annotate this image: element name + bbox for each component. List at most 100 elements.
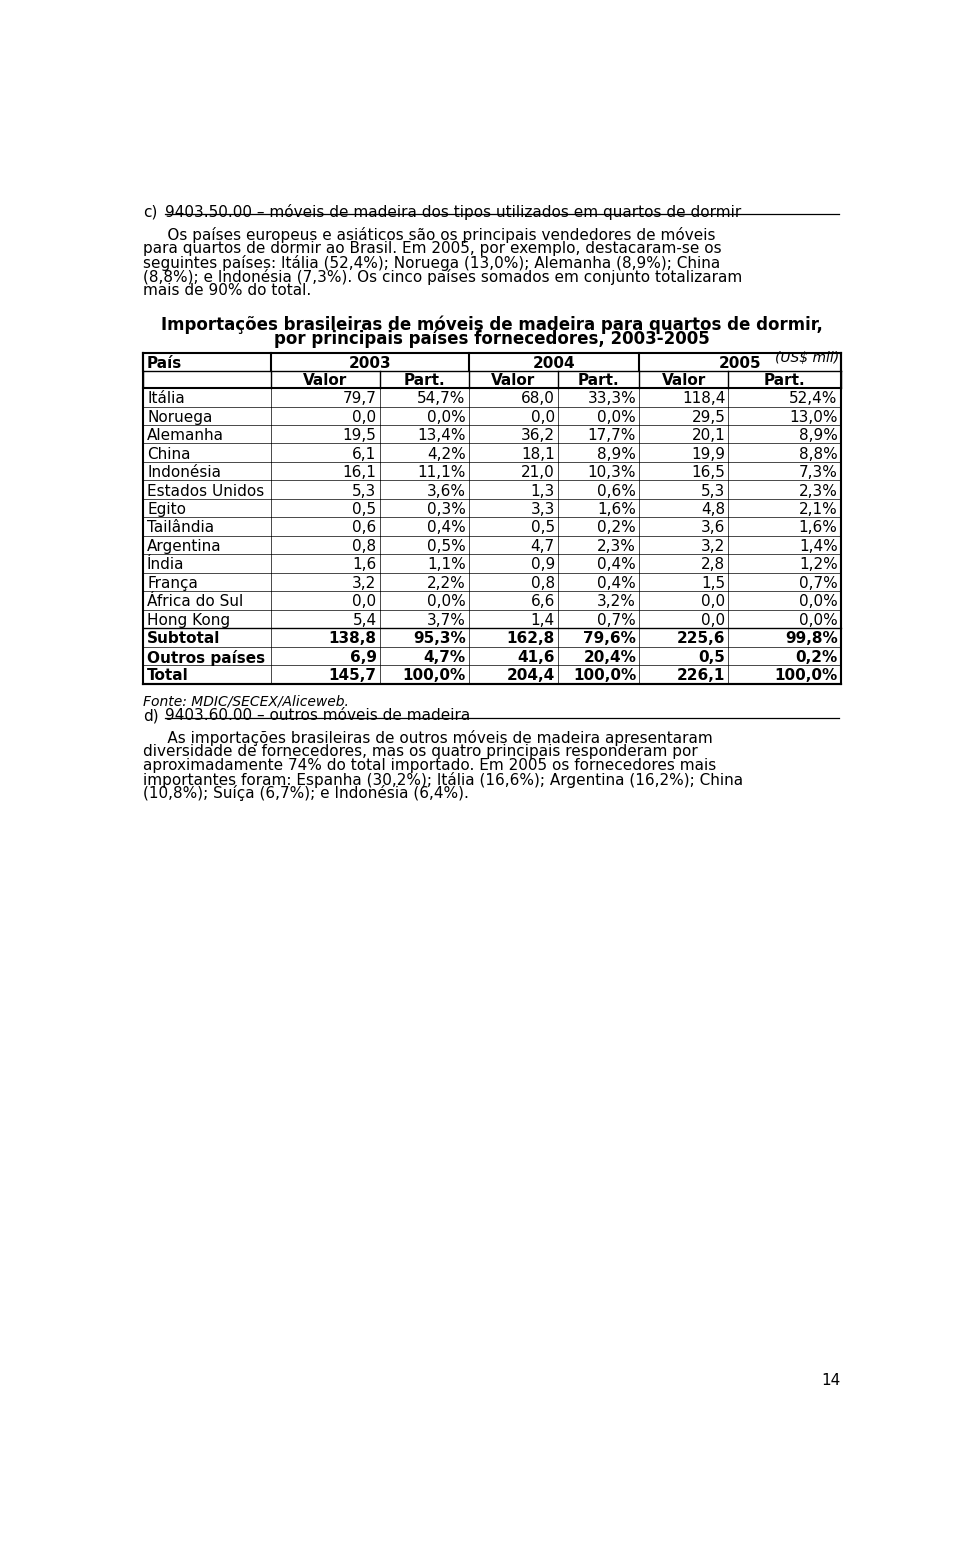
Text: 0,2%: 0,2% [597,521,636,535]
Text: Part.: Part. [403,374,445,388]
Text: para quartos de dormir ao Brasil. Em 2005, por exemplo, destacaram-se os: para quartos de dormir ao Brasil. Em 200… [143,242,722,256]
Text: 0,0%: 0,0% [597,410,636,424]
Text: 1,3: 1,3 [531,483,555,499]
Text: 19,5: 19,5 [343,429,376,443]
Text: (US$ mil): (US$ mil) [775,351,839,365]
Text: 0,7%: 0,7% [597,613,636,628]
Text: França: França [147,575,198,591]
Text: 1,5: 1,5 [701,575,725,591]
Text: 1,2%: 1,2% [799,558,838,572]
Text: 118,4: 118,4 [682,391,725,407]
Text: Total: Total [147,669,189,683]
Text: 0,8: 0,8 [352,539,376,553]
Text: 29,5: 29,5 [691,410,725,424]
Text: 2003: 2003 [348,355,392,371]
Text: 0,4%: 0,4% [427,521,466,535]
Text: mais de 90% do total.: mais de 90% do total. [143,282,311,298]
Text: 17,7%: 17,7% [588,429,636,443]
Text: 2005: 2005 [719,355,761,371]
Text: (10,8%); Suíça (6,7%); e Indonésia (6,4%).: (10,8%); Suíça (6,7%); e Indonésia (6,4%… [143,786,469,801]
Text: 3,2%: 3,2% [597,594,636,610]
Text: 8,9%: 8,9% [597,446,636,461]
Text: 1,4: 1,4 [531,613,555,628]
Text: 10,3%: 10,3% [588,465,636,480]
Text: Valor: Valor [492,374,536,388]
Text: 33,3%: 33,3% [588,391,636,407]
Text: (8,8%); e Indonésia (7,3%). Os cinco países somados em conjunto totalizaram: (8,8%); e Indonésia (7,3%). Os cinco paí… [143,268,742,285]
Text: Outros países: Outros países [147,650,265,666]
Text: 2004: 2004 [533,355,575,371]
Text: 13,0%: 13,0% [789,410,838,424]
Text: 2,8: 2,8 [701,558,725,572]
Text: 5,4: 5,4 [352,613,376,628]
Text: 1,1%: 1,1% [427,558,466,572]
Text: 0,7%: 0,7% [799,575,838,591]
Text: 99,8%: 99,8% [785,631,838,647]
Text: 0,3%: 0,3% [427,502,466,518]
Text: Egito: Egito [147,502,186,518]
Text: 0,9: 0,9 [531,558,555,572]
Text: Valor: Valor [661,374,706,388]
Text: 0,0: 0,0 [701,613,725,628]
Text: 2,2%: 2,2% [427,575,466,591]
Text: 6,9: 6,9 [349,650,376,664]
Text: 7,3%: 7,3% [799,465,838,480]
Text: 145,7: 145,7 [328,669,376,683]
Text: Os países europeus e asiáticos são os principais vendedores de móveis: Os países europeus e asiáticos são os pr… [143,228,716,243]
Text: 3,7%: 3,7% [427,613,466,628]
Text: 100,0%: 100,0% [573,669,636,683]
Text: As importações brasileiras de outros móveis de madeira apresentaram: As importações brasileiras de outros móv… [143,730,713,745]
Text: 0,5: 0,5 [698,650,725,664]
Text: 4,8: 4,8 [701,502,725,518]
Text: 226,1: 226,1 [677,669,725,683]
Text: Itália: Itália [147,391,185,407]
Text: 9403.60.00 – outros móveis de madeira: 9403.60.00 – outros móveis de madeira [165,708,470,723]
Text: China: China [147,446,191,461]
Text: diversidade de fornecedores, mas os quatro principais responderam por: diversidade de fornecedores, mas os quat… [143,744,698,759]
Text: 0,8: 0,8 [531,575,555,591]
Text: 100,0%: 100,0% [775,669,838,683]
Text: 4,7%: 4,7% [423,650,466,664]
Text: 0,0%: 0,0% [799,613,838,628]
Text: 1,6%: 1,6% [799,521,838,535]
Text: 0,5: 0,5 [531,521,555,535]
Text: seguintes países: Itália (52,4%); Noruega (13,0%); Alemanha (8,9%); China: seguintes países: Itália (52,4%); Norueg… [143,254,721,271]
Text: 5,3: 5,3 [352,483,376,499]
Text: 54,7%: 54,7% [418,391,466,407]
Text: Tailândia: Tailândia [147,521,214,535]
Text: Importações brasileiras de móveis de madeira para quartos de dormir,: Importações brasileiras de móveis de mad… [161,315,823,334]
Text: 2,1%: 2,1% [799,502,838,518]
Text: 5,3: 5,3 [701,483,725,499]
Text: Part.: Part. [764,374,805,388]
Text: 0,0: 0,0 [352,410,376,424]
Text: 0,6: 0,6 [352,521,376,535]
Text: 4,2%: 4,2% [427,446,466,461]
Text: África do Sul: África do Sul [147,594,244,610]
Text: 6,1: 6,1 [352,446,376,461]
Text: 2,3%: 2,3% [799,483,838,499]
Text: 1,4%: 1,4% [799,539,838,553]
Text: 79,6%: 79,6% [584,631,636,647]
Text: 3,2: 3,2 [352,575,376,591]
Text: Alemanha: Alemanha [147,429,224,443]
Text: 1,6%: 1,6% [597,502,636,518]
Text: 0,5%: 0,5% [427,539,466,553]
Text: 13,4%: 13,4% [418,429,466,443]
Text: Noruega: Noruega [147,410,212,424]
Text: 20,4%: 20,4% [584,650,636,664]
Text: 0,0: 0,0 [531,410,555,424]
Text: 1,6: 1,6 [352,558,376,572]
Text: Indonésia: Indonésia [147,465,221,480]
Text: País: País [147,355,182,371]
Text: 0,4%: 0,4% [597,575,636,591]
Text: por principais países fornecedores, 2003-2005: por principais países fornecedores, 2003… [275,329,709,348]
Text: Índia: Índia [147,558,184,572]
Text: importantes foram: Espanha (30,2%); Itália (16,6%); Argentina (16,2%); China: importantes foram: Espanha (30,2%); Itál… [143,772,743,787]
Text: 41,6: 41,6 [517,650,555,664]
Text: Valor: Valor [303,374,348,388]
Text: 36,2: 36,2 [520,429,555,443]
Text: 3,3: 3,3 [531,502,555,518]
Text: 4,7: 4,7 [531,539,555,553]
Text: 0,4%: 0,4% [597,558,636,572]
Text: Estados Unidos: Estados Unidos [147,483,264,499]
